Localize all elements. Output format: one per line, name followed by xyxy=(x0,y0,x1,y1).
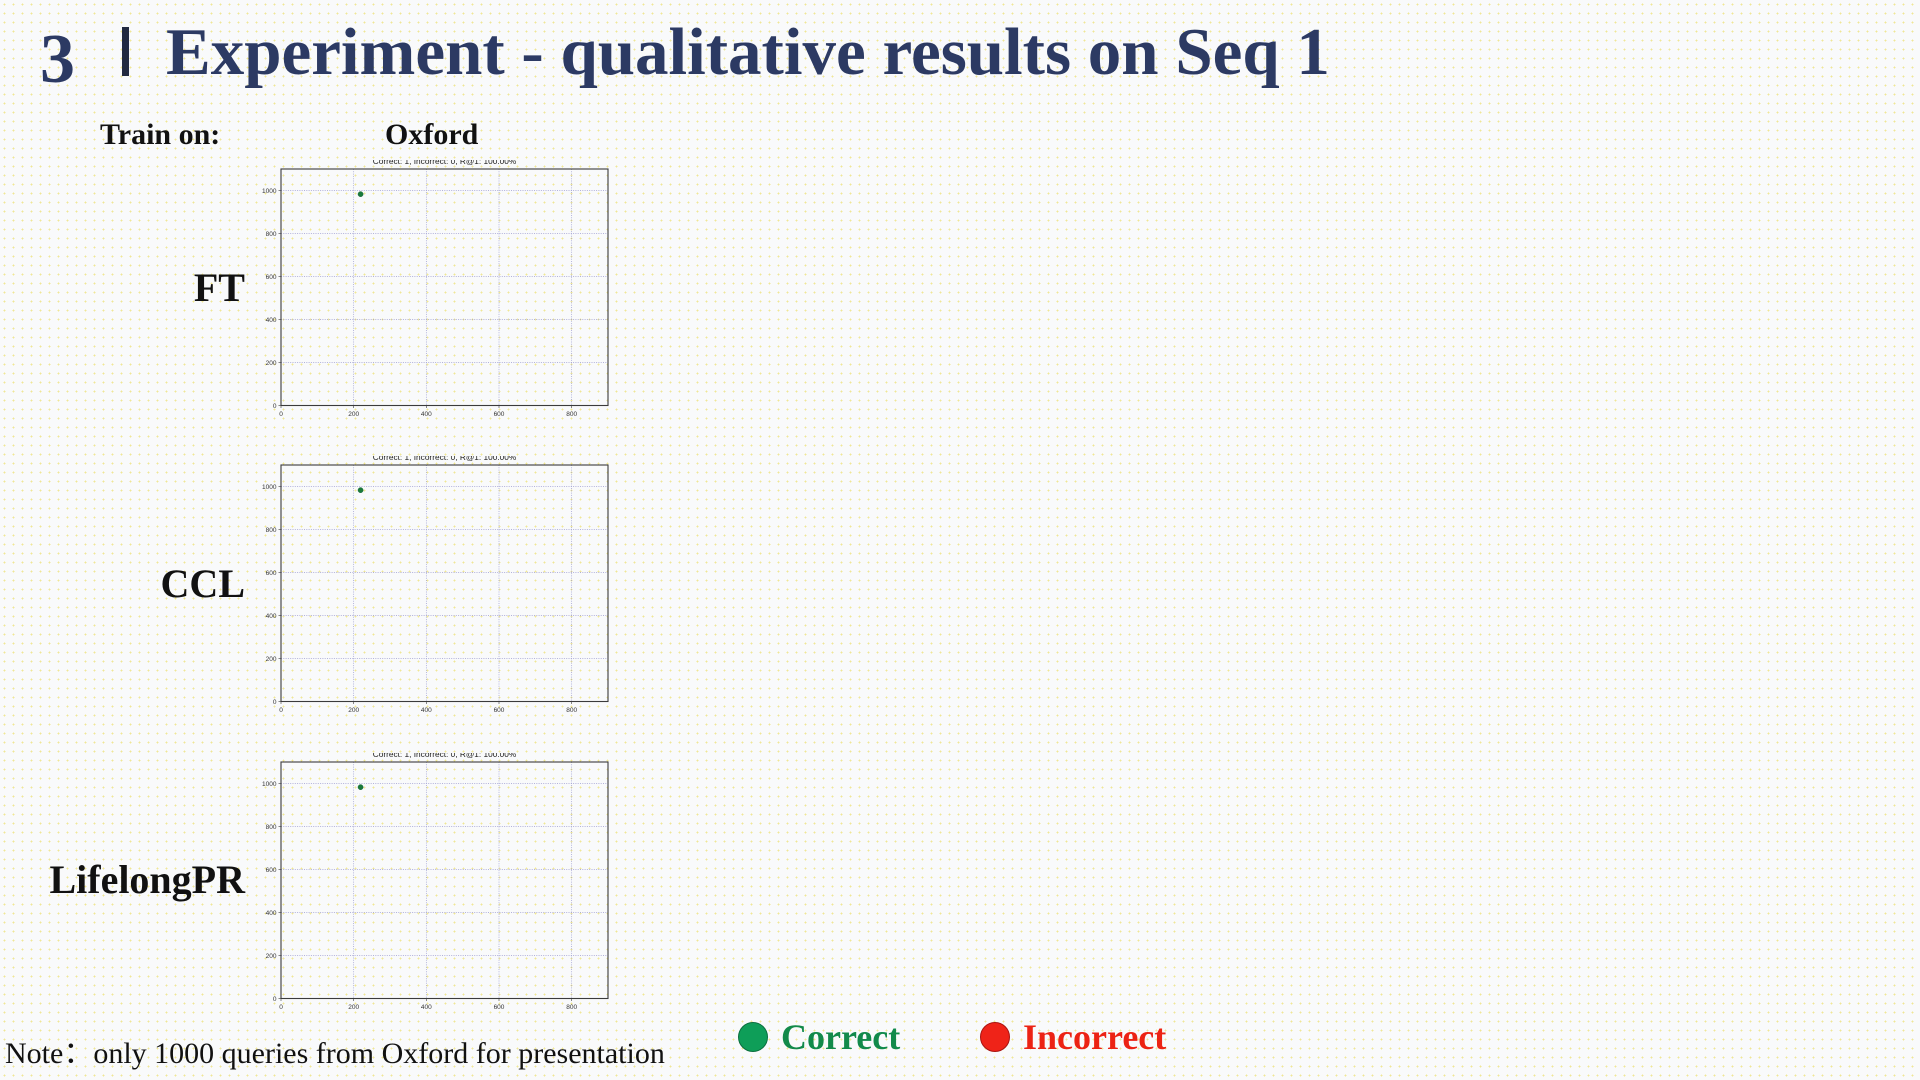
svg-text:0: 0 xyxy=(273,996,277,1003)
svg-text:1000: 1000 xyxy=(262,781,277,788)
svg-text:400: 400 xyxy=(266,613,277,620)
svg-text:Correct: 1, Incorrect: 0, R@1:: Correct: 1, Incorrect: 0, R@1: 100.00% xyxy=(373,456,517,462)
svg-text:1000: 1000 xyxy=(262,188,277,195)
svg-text:600: 600 xyxy=(494,707,505,714)
svg-text:Correct: 1, Incorrect: 0, R@1:: Correct: 1, Incorrect: 0, R@1: 100.00% xyxy=(373,753,517,759)
svg-text:800: 800 xyxy=(266,231,277,238)
svg-text:400: 400 xyxy=(266,317,277,324)
svg-text:800: 800 xyxy=(566,707,577,714)
svg-text:200: 200 xyxy=(348,707,359,714)
svg-text:600: 600 xyxy=(266,274,277,281)
svg-text:1000: 1000 xyxy=(262,484,277,491)
svg-text:0: 0 xyxy=(273,403,277,410)
svg-text:600: 600 xyxy=(266,570,277,577)
svg-text:600: 600 xyxy=(494,411,505,418)
svg-text:800: 800 xyxy=(266,527,277,534)
svg-text:800: 800 xyxy=(566,1004,577,1011)
svg-text:200: 200 xyxy=(266,656,277,663)
svg-text:0: 0 xyxy=(273,699,277,706)
svg-text:0: 0 xyxy=(279,411,283,418)
svg-text:0: 0 xyxy=(279,1004,283,1011)
svg-text:600: 600 xyxy=(266,867,277,874)
svg-text:400: 400 xyxy=(421,411,432,418)
svg-text:200: 200 xyxy=(348,411,359,418)
svg-text:0: 0 xyxy=(279,707,283,714)
svg-text:400: 400 xyxy=(421,1004,432,1011)
svg-text:200: 200 xyxy=(266,360,277,367)
svg-text:200: 200 xyxy=(266,953,277,960)
svg-text:800: 800 xyxy=(266,824,277,831)
svg-text:Correct: 1, Incorrect: 0, R@1:: Correct: 1, Incorrect: 0, R@1: 100.00% xyxy=(373,160,517,166)
svg-text:600: 600 xyxy=(494,1004,505,1011)
svg-text:400: 400 xyxy=(266,910,277,917)
svg-text:800: 800 xyxy=(566,411,577,418)
svg-text:400: 400 xyxy=(421,707,432,714)
svg-text:200: 200 xyxy=(348,1004,359,1011)
